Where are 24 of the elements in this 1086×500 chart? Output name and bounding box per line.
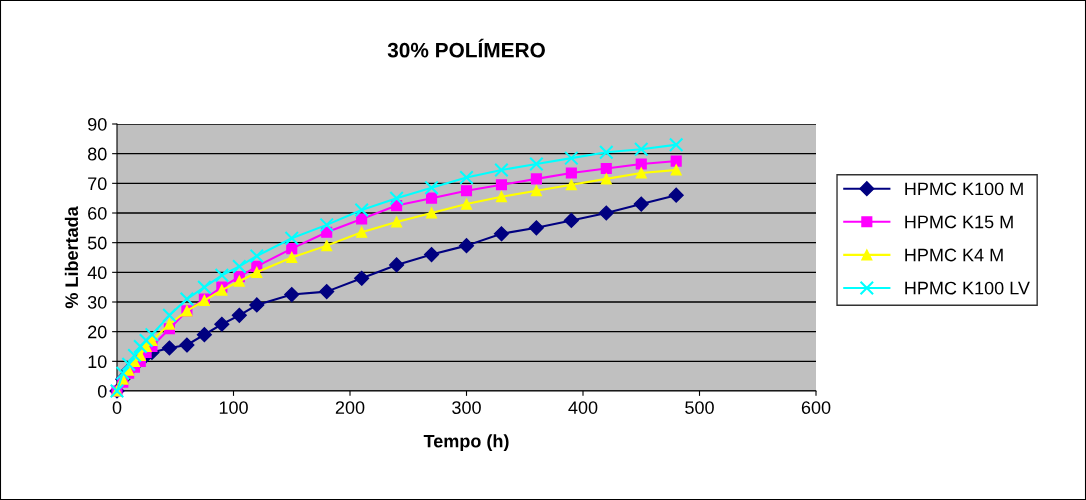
y-tick-label: 30 <box>87 295 107 309</box>
y-tick-label: 50 <box>87 236 107 250</box>
chart-title: 30% POLÍMERO <box>387 38 545 58</box>
legend-label: HPMC K15 M <box>905 215 1013 229</box>
legend-label: HPMC K4 M <box>905 248 1003 262</box>
y-tick-label: 0 <box>97 384 107 398</box>
y-tick-label: 90 <box>88 117 107 131</box>
y-tick-label: 10 <box>88 355 107 369</box>
x-tick-label: 100 <box>219 401 248 414</box>
x-tick-label: 400 <box>568 401 598 414</box>
y-tick-label: 20 <box>88 325 107 339</box>
x-tick-label: 200 <box>335 401 365 414</box>
y-tick-label: 60 <box>88 206 107 220</box>
x-tick-label: 0 <box>112 401 122 414</box>
x-tick-label: 300 <box>452 401 481 414</box>
legend-label: HPMC K100 LV <box>905 281 1030 295</box>
y-tick-label: 80 <box>87 147 107 161</box>
x-tick-label: 500 <box>685 401 714 414</box>
y-axis-title: % Libertada <box>64 206 79 309</box>
x-tick-label: 600 <box>801 401 831 414</box>
y-tick-label: 40 <box>87 266 107 280</box>
legend-label: HPMC K100 M <box>905 182 1023 196</box>
y-tick-label: 70 <box>88 177 107 191</box>
x-axis-title: Tempo (h) <box>423 434 509 452</box>
